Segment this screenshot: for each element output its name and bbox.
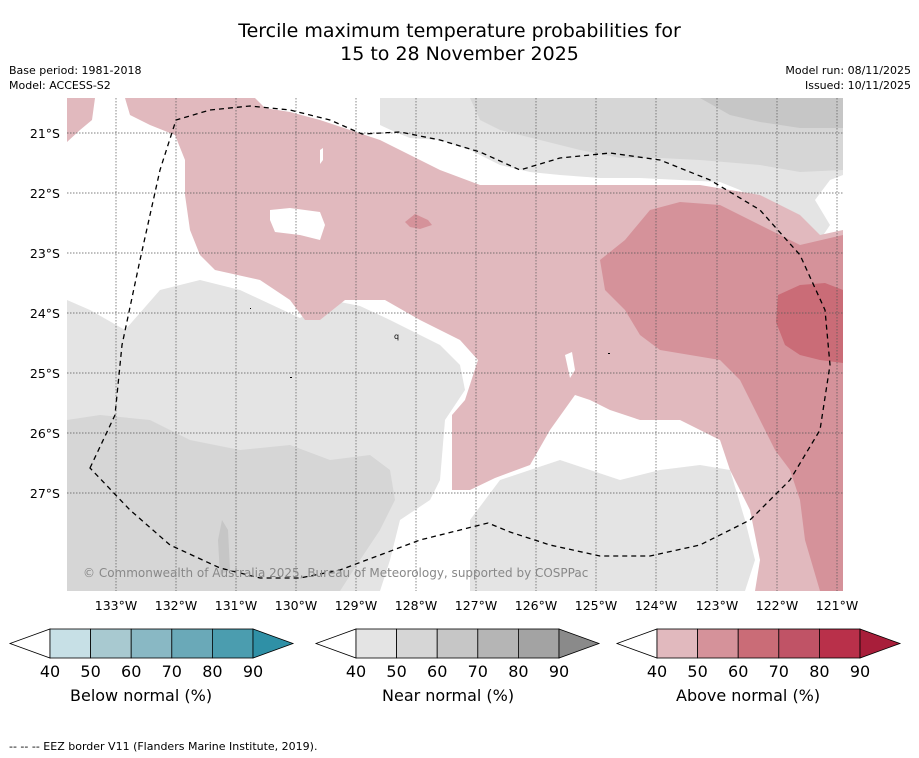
- lat-label: 21°S: [30, 126, 60, 141]
- colorbar-over-arrow: [558, 628, 601, 659]
- graticule: [67, 98, 843, 591]
- island-dot-3: [290, 377, 292, 378]
- colorbar-segment: [737, 628, 780, 659]
- colorbar-segment: [49, 628, 91, 659]
- colorbar-tick-label: 70: [162, 662, 182, 681]
- colorbars: 40 50 60 70 80 90 40 50 60 70 80 90 40 50 60 70 80 90: [8, 628, 902, 681]
- colorbar-over-arrow: [252, 628, 295, 659]
- above-normal-50-spot: [405, 214, 432, 229]
- hole-tiny: [320, 148, 323, 164]
- above-normal-colorbar: 40 50 60 70 80 90: [615, 628, 902, 681]
- title-line-2: 15 to 28 November 2025: [340, 43, 579, 65]
- lat-label: 25°S: [30, 366, 60, 381]
- colorbar-tick-label: 50: [386, 662, 406, 681]
- colorbar-tick-label: 70: [769, 662, 789, 681]
- island-mark: q: [394, 332, 399, 341]
- colorbar-segment: [355, 628, 397, 659]
- colorbar-tick-label: 70: [468, 662, 488, 681]
- lon-label: 123°W: [696, 598, 738, 613]
- near-normal-label: Near normal (%): [382, 686, 515, 705]
- near-normal-colorbar: 40 50 60 70 80 90: [314, 628, 601, 681]
- colorbar-segment: [436, 628, 479, 659]
- near-normal-50-southwest: [67, 415, 395, 591]
- lat-label: 24°S: [30, 306, 60, 321]
- lon-label: 128°W: [395, 598, 437, 613]
- hole-north: [270, 208, 325, 240]
- latitude-axis: 21°S 22°S 23°S 24°S 25°S 26°S 27°S: [30, 126, 60, 501]
- colorbar-tick-label: 80: [508, 662, 528, 681]
- colorbar-tick-label: 80: [202, 662, 222, 681]
- colorbar-tick-label: 60: [728, 662, 748, 681]
- model-name: Model: ACCESS-S2: [9, 79, 111, 92]
- map-title: Tercile maximum temperature probabilitie…: [0, 20, 919, 66]
- lon-label: 133°W: [95, 598, 137, 613]
- colorbar-segment: [130, 628, 173, 659]
- eez-footnote: -- -- -- EEZ border V11 (Flanders Marine…: [9, 740, 318, 753]
- model-info: Base period: 1981-2018 Model: ACCESS-S2: [9, 63, 141, 93]
- title-line-1: Tercile maximum temperature probabilitie…: [238, 20, 681, 42]
- hole-small: [565, 352, 575, 378]
- below-normal-colorbar: 40 50 60 70 80 90: [8, 628, 295, 681]
- colorbar-tick-label: 60: [121, 662, 141, 681]
- eez-border: [89, 105, 831, 579]
- colorbar-tick-label: 50: [80, 662, 100, 681]
- colorbar-tick-label: 60: [427, 662, 447, 681]
- colorbar-tick-label: 40: [40, 662, 60, 681]
- base-period: Base period: 1981-2018: [9, 64, 142, 77]
- colorbar-tick-label: 40: [647, 662, 667, 681]
- lon-label: 131°W: [215, 598, 257, 613]
- island-dot-2: [250, 308, 251, 309]
- colorbar-segment: [819, 628, 861, 659]
- lat-label: 26°S: [30, 426, 60, 441]
- lon-label: 122°W: [756, 598, 798, 613]
- model-run: Model run: 08/11/2025: [785, 64, 911, 77]
- colorbar-segment: [171, 628, 213, 659]
- lon-label: 125°W: [575, 598, 617, 613]
- lon-label: 129°W: [335, 598, 377, 613]
- lat-label: 23°S: [30, 246, 60, 261]
- colorbar-segment: [396, 628, 438, 659]
- map-fill-regions: [67, 98, 843, 591]
- colorbar-segment: [656, 628, 698, 659]
- longitude-axis: 133°W 132°W 131°W 130°W 129°W 128°W 127°…: [95, 598, 858, 613]
- colorbar-over-arrow: [859, 628, 902, 659]
- below-normal-label: Below normal (%): [70, 686, 213, 705]
- near-normal-60-spot: [218, 520, 230, 575]
- colorbar-tick-label: 40: [346, 662, 366, 681]
- colorbar-under-arrow: [8, 628, 51, 659]
- colorbar-segment: [477, 628, 519, 659]
- above-normal-40-west-tip: [67, 98, 95, 142]
- colorbar-tick-label: 90: [850, 662, 870, 681]
- above-normal-60-region: [776, 283, 843, 363]
- lon-label: 121°W: [816, 598, 858, 613]
- colorbar-segment: [518, 628, 560, 659]
- colorbar-tick-label: 90: [243, 662, 263, 681]
- colorbar-tick-label: 80: [809, 662, 829, 681]
- colorbar-segment: [697, 628, 739, 659]
- copyright-text: © Commonwealth of Australia 2025, Bureau…: [83, 566, 588, 580]
- issued-date: Issued: 10/11/2025: [804, 79, 911, 92]
- colorbar-under-arrow: [615, 628, 658, 659]
- colorbar-segment: [778, 628, 820, 659]
- colorbar-tick-label: 90: [549, 662, 569, 681]
- colorbar-segment: [211, 628, 254, 659]
- lat-label: 27°S: [30, 486, 60, 501]
- lon-label: 124°W: [635, 598, 677, 613]
- lat-label: 22°S: [30, 186, 60, 201]
- lon-label: 127°W: [455, 598, 497, 613]
- run-info: Model run: 08/11/2025 Issued: 10/11/2025: [785, 63, 911, 93]
- near-normal-60-north: [700, 98, 843, 128]
- colorbar-tick-label: 50: [687, 662, 707, 681]
- lon-label: 126°W: [515, 598, 557, 613]
- island-dot-1: [608, 353, 610, 354]
- lon-label: 130°W: [275, 598, 317, 613]
- lon-label: 132°W: [155, 598, 197, 613]
- above-normal-label: Above normal (%): [676, 686, 821, 705]
- colorbar-under-arrow: [314, 628, 357, 659]
- colorbar-segment: [90, 628, 132, 659]
